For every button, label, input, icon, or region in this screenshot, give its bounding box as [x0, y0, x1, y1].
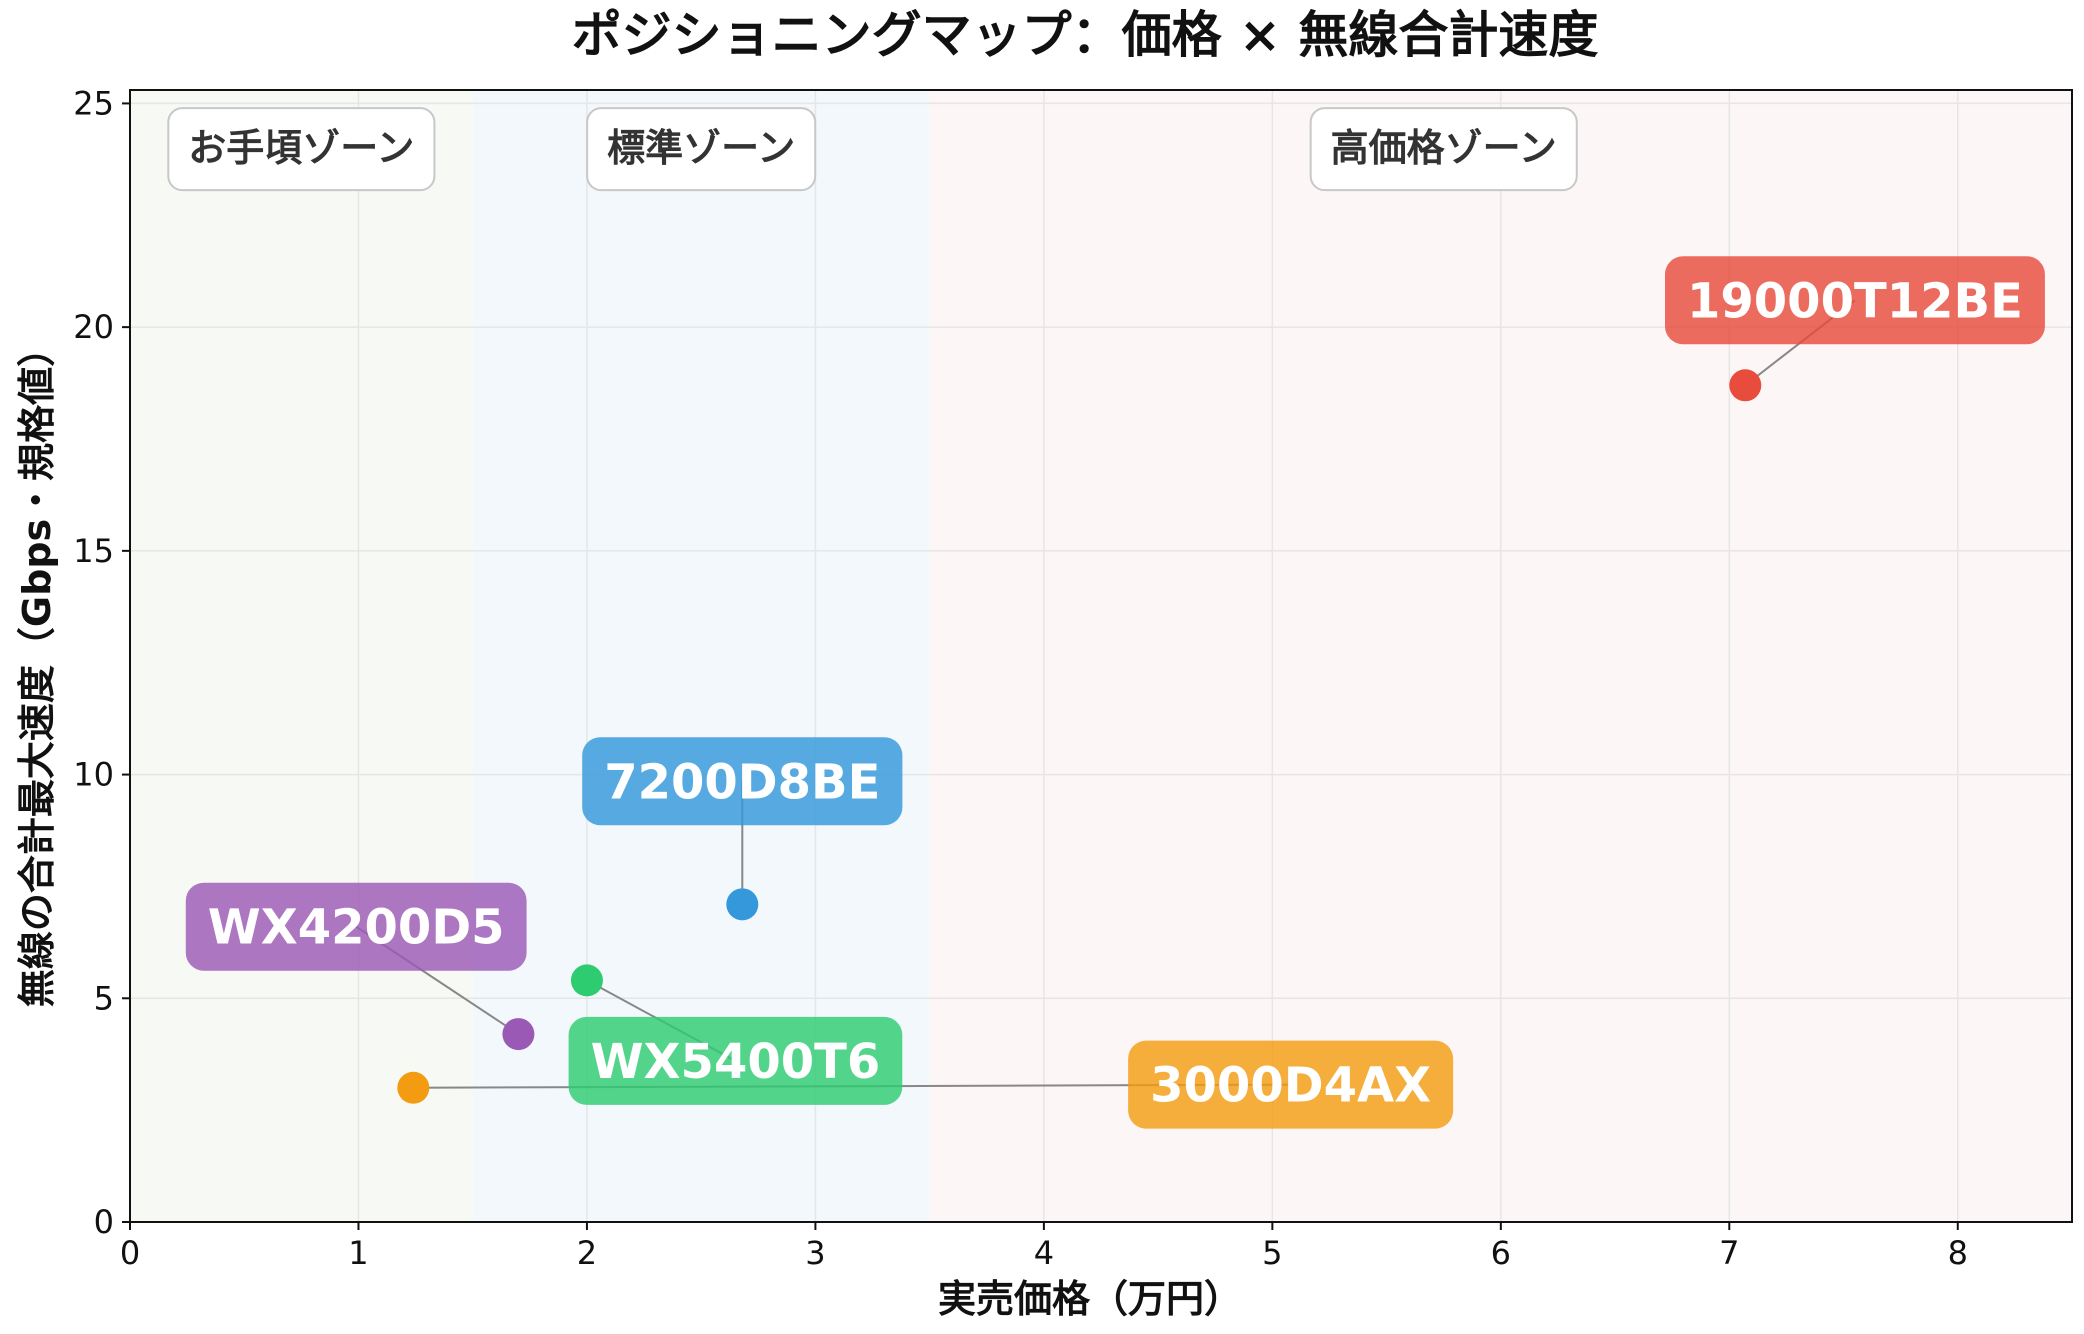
- point-label-group-0: 19000T12BE: [1664, 256, 2045, 345]
- x-tick-label-7: 7: [1719, 1234, 1739, 1272]
- point-label-2: WX4200D5: [208, 900, 505, 956]
- point-label-group-2: WX4200D5: [185, 882, 527, 971]
- zone-labels-layer: お手頃ゾーン 標準ゾーン 高価格ゾーン: [167, 107, 1578, 192]
- x-tick-label-6: 6: [1491, 1234, 1511, 1272]
- data-point-2: [502, 1018, 535, 1051]
- x-tick-label-0: 0: [120, 1234, 140, 1272]
- plot-frame: [129, 89, 2073, 1223]
- point-label-group-1: 7200D8BE: [582, 737, 903, 826]
- point-label-0: 19000T12BE: [1687, 273, 2023, 329]
- zone-label-box-2: [1309, 107, 1578, 192]
- data-point-0: [1729, 369, 1762, 402]
- point-label-box-3: [568, 1016, 903, 1105]
- zone-label-0: お手頃ゾーン: [188, 126, 414, 170]
- x-tick-label-1: 1: [348, 1234, 368, 1272]
- zone-label-2: 高価格ゾーン: [1331, 126, 1557, 170]
- chart-title: ポジショニングマップ：価格 × 無線合計速度: [572, 6, 1599, 64]
- zone-label-box-1: [586, 107, 817, 192]
- x-tick-label-8: 8: [1948, 1234, 1968, 1272]
- point-label-box-1: [582, 737, 903, 826]
- point-label-box-4: [1128, 1040, 1454, 1129]
- labels-layer: 19000T12BE 7200D8BE WX4200D5 WX5400T6 3000D4…: [185, 256, 2045, 1129]
- data-point-1: [726, 888, 759, 921]
- y-tick-label-2: 10: [73, 756, 114, 794]
- point-label-4: 3000D4AX: [1150, 1058, 1431, 1114]
- zones-layer: [130, 90, 2073, 1222]
- x-tick-label-3: 3: [805, 1234, 825, 1272]
- data-point-4: [397, 1071, 430, 1104]
- zone-label-box-0: [167, 107, 436, 192]
- data-point-3: [570, 964, 603, 997]
- y-tick-label-0: 0: [94, 1203, 114, 1241]
- ticks-layer: 0 1 2 3 4 5 6 7 8 0 5 10 15 20 25: [73, 84, 1968, 1272]
- zone-label-1: 標準ゾーン: [607, 126, 795, 170]
- y-tick-label-3: 15: [73, 532, 114, 570]
- point-label-3: WX5400T6: [591, 1034, 881, 1090]
- x-axis-label: 実売価格（万円）: [938, 1277, 1242, 1321]
- point-label-box-2: [185, 882, 527, 971]
- points-layer: [397, 369, 1762, 1104]
- y-tick-label-1: 5: [94, 979, 114, 1017]
- x-tick-label-4: 4: [1034, 1234, 1054, 1272]
- y-tick-label-5: 25: [73, 84, 114, 122]
- y-axis-label: 無線の合計最大速度（Gbps・規格値）: [15, 329, 59, 1007]
- y-tick-label-4: 20: [73, 308, 114, 346]
- point-label-1: 7200D8BE: [604, 754, 880, 810]
- x-tick-label-5: 5: [1262, 1234, 1282, 1272]
- point-label-group-3: WX5400T6: [568, 1016, 903, 1105]
- point-label-group-4: 3000D4AX: [1128, 1040, 1454, 1129]
- point-label-box-0: [1664, 256, 2045, 345]
- x-tick-label-2: 2: [577, 1234, 597, 1272]
- zone-band-0: [130, 90, 473, 1222]
